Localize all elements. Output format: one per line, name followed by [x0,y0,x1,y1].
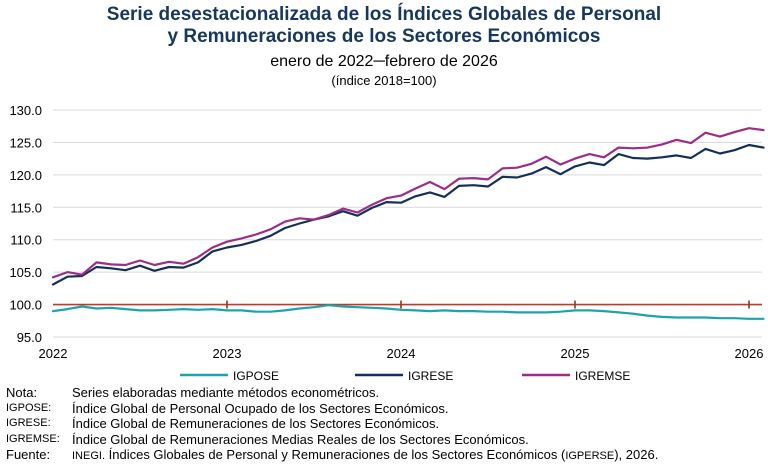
chart-title-line-2: y Remuneraciones de los Sectores Económi… [167,26,601,47]
note-text: Índice Global de Remuneraciones Medias R… [72,431,529,447]
note-text: Series elaboradas mediante métodos econo… [72,385,380,400]
source-key: Fuente: [6,447,51,462]
source-end: ), 2026. [614,447,659,462]
chart-title: Serie desestacionalizada de los Índices … [106,4,662,25]
x-tick-label: 2025 [561,346,590,361]
series-line-igremse [51,127,765,279]
source-title: Índices Globales de Personal y Remunerac… [105,447,566,462]
note-row: IGREMSE: Índice Global de Remuneraciones… [6,432,766,448]
y-tick-label: 120.0 [9,168,42,183]
note-row: IGPOSE: Índice Global de Personal Ocupad… [6,401,766,417]
series-line-igpose [51,304,765,320]
source-org: INEGI. [72,450,106,462]
note-key: IGPOSE: [6,401,52,414]
note-key: IGRESE: [6,417,51,429]
y-tick-label: 125.0 [9,135,42,150]
x-tick-label: 2026 [735,346,764,361]
legend-label: IGREMSE [575,369,630,383]
notes-block: Nota: Series elaboradas mediante métodos… [6,385,766,465]
note-key: Nota: [6,385,38,400]
x-tick-label: 2024 [387,346,416,361]
source-row: Fuente: INEGI. Índices Globales de Perso… [6,447,766,465]
chart-subtitle: enero de 2022─febrero de 2026 [270,53,498,70]
note-row: IGRESE: Índice Global de Remuneraciones … [6,416,766,432]
y-tick-label: 105.0 [9,265,42,280]
series-line-igrese [51,143,765,286]
y-tick-label: 110.0 [10,233,42,248]
line-chart: 95.0 100.0 105.0 110.0 115.0 120.0 125.0 130.0 2… [9,103,765,383]
y-tick-label: 100.0 [9,298,42,313]
x-tick-label: 2023 [213,346,242,361]
chart-units: (índice 2018=100) [331,73,437,88]
legend-label: IGRESE [408,369,453,383]
note-key: IGREMSE: [6,432,60,445]
y-tick-label: 130.0 [9,103,42,118]
source-abbr: IGPERSE [565,450,615,462]
source-text: INEGI. Índices Globales de Personal y Re… [72,447,766,465]
note-text: Índice Global de Remuneraciones de los S… [72,416,440,431]
x-tick-label: 2022 [39,346,68,361]
y-tick-label: 115.0 [10,200,42,215]
y-tick-label: 95.0 [17,330,42,345]
note-text: Índice Global de Personal Ocupado de los… [72,400,449,416]
note-row: Nota: Series elaboradas mediante métodos… [6,385,766,401]
legend-label: IGPOSE [233,369,279,383]
